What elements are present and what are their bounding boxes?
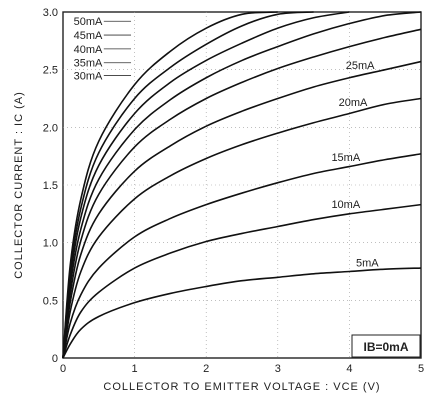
series-line-40ma <box>62 11 350 359</box>
series-line-35ma <box>62 11 422 359</box>
series-label-20ma: 20mA <box>339 97 368 109</box>
series-label-15ma: 15mA <box>331 152 360 164</box>
series-group <box>62 11 422 359</box>
x-tick-label: 4 <box>346 363 352 375</box>
series-line-30ma <box>62 28 422 359</box>
series-label-5ma: 5mA <box>356 257 379 269</box>
series-line-20ma <box>62 97 422 359</box>
y-tick-labels: 0 0.5 1.0 1.5 2.0 2.5 3.0 <box>43 7 58 365</box>
y-tick-label: 0 <box>52 353 58 365</box>
series-label-50ma: 50mA <box>74 16 103 28</box>
y-axis-label: COLLECTOR CURRENT : IC (A) <box>13 91 25 279</box>
y-tick-label: 2.0 <box>43 122 58 134</box>
series-label-40ma: 40mA <box>74 44 103 56</box>
series-label-35ma: 35mA <box>74 58 103 70</box>
y-tick-label: 1.0 <box>43 238 58 250</box>
y-tick-label: 0.5 <box>43 295 58 307</box>
x-axis-label: COLLECTOR TO EMITTER VOLTAGE : VCE (V) <box>103 381 380 393</box>
series-label-25ma: 25mA <box>346 60 375 72</box>
x-tick-label: 5 <box>418 363 424 375</box>
series-label-30ma: 30mA <box>74 70 103 82</box>
series-line-10ma <box>62 203 422 359</box>
y-tick-label: 1.5 <box>43 180 58 192</box>
plot-area <box>62 11 422 359</box>
grid <box>63 12 421 358</box>
x-tick-label: 0 <box>60 363 66 375</box>
series-line-25ma <box>62 60 422 359</box>
series-line-45ma <box>62 11 314 359</box>
series-label-10ma: 10mA <box>331 199 360 211</box>
series-line-15ma <box>62 153 422 359</box>
x-tick-label: 3 <box>275 363 281 375</box>
series-label-45ma: 45mA <box>74 30 103 42</box>
annotation-box <box>351 334 421 358</box>
y-tick-label: 2.5 <box>43 65 58 77</box>
y-tick-label: 3.0 <box>43 7 58 19</box>
annotation-ib-0ma: IB=0mA <box>363 340 408 354</box>
series-line-50ma <box>62 11 278 359</box>
x-tick-labels: 0 1 2 3 4 5 <box>60 363 424 375</box>
x-tick-label: 1 <box>132 363 138 375</box>
x-tick-label: 2 <box>203 363 209 375</box>
series-line-5ma <box>62 267 422 359</box>
